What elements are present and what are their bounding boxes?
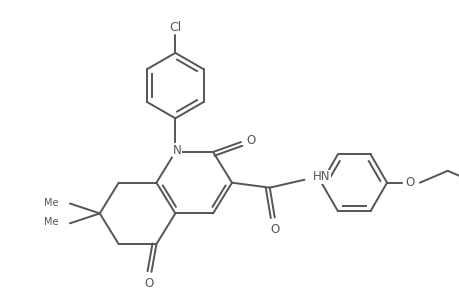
Text: O: O xyxy=(404,176,414,189)
Text: Me: Me xyxy=(44,217,58,227)
Text: O: O xyxy=(269,223,279,236)
Text: O: O xyxy=(246,134,255,147)
Text: Cl: Cl xyxy=(169,21,181,34)
Text: HN: HN xyxy=(312,170,329,183)
Text: N: N xyxy=(173,143,181,157)
Text: O: O xyxy=(145,277,154,290)
Text: Me: Me xyxy=(44,197,58,208)
